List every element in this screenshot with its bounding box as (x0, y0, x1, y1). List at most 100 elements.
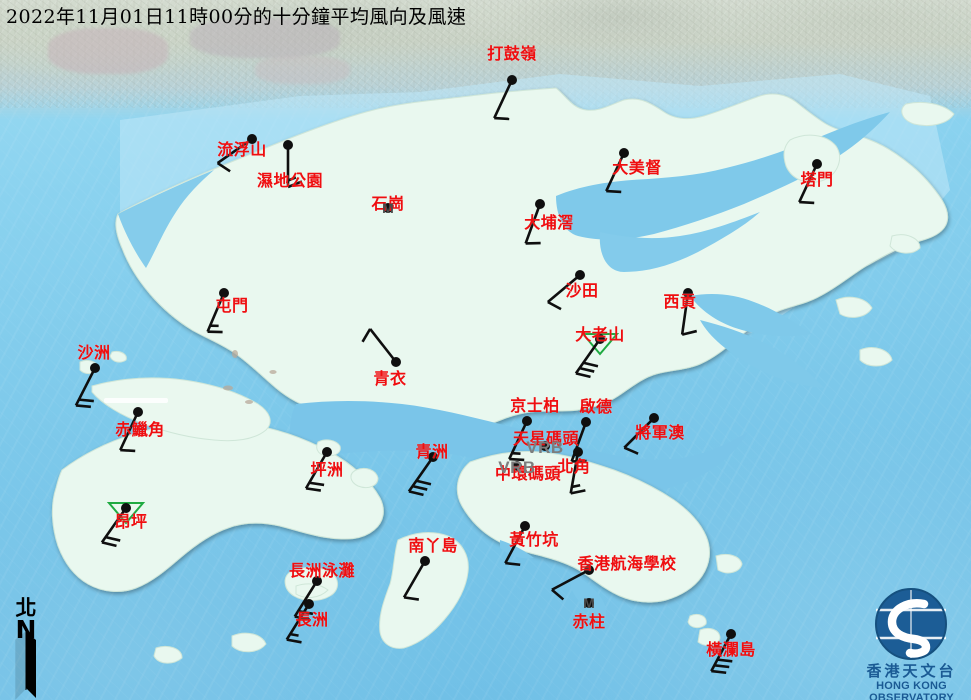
station-dot (219, 288, 229, 298)
hong-kong-island-landmass (456, 451, 710, 603)
missing-data-flag: M (583, 595, 595, 611)
compass-rose: 北 N (4, 592, 66, 700)
airport-runway (104, 398, 168, 403)
wind-station-天星碼頭 (540, 441, 550, 451)
deep-bay-water (118, 170, 214, 268)
station-dot (522, 416, 532, 426)
variable-wind-flag: VRB (498, 458, 536, 477)
barb-shaft (546, 274, 581, 303)
wind-station-赤柱 (584, 598, 594, 608)
station-dot (391, 357, 401, 367)
station-dot (535, 199, 545, 209)
barb-full (606, 189, 622, 194)
repulse-bay-inlet (570, 574, 607, 622)
barb-full (408, 490, 424, 497)
tolo-channel-water (599, 212, 760, 272)
urban-patch-b (190, 18, 340, 58)
station-dot (133, 407, 143, 417)
wind-station-石崗 (383, 203, 393, 213)
station-dot (512, 461, 522, 471)
wind-station-打鼓嶺 (493, 75, 517, 121)
wind-station-京士柏 (508, 416, 532, 462)
station-dot (573, 447, 583, 457)
station-dot (304, 599, 314, 609)
station-dot (581, 417, 591, 427)
barb-shaft (369, 328, 398, 363)
wind-station-大老山 (574, 333, 620, 379)
barb-full (714, 664, 730, 669)
barb-shaft (493, 79, 514, 119)
station-dot (595, 334, 605, 344)
wind-station-中環碼頭 (512, 461, 522, 471)
wind-station-青衣 (361, 328, 401, 367)
barb-half (511, 451, 521, 455)
barb-full (575, 372, 591, 379)
barb-full (681, 329, 698, 336)
barb-full (547, 300, 562, 311)
sea-rocks (223, 350, 277, 404)
station-dot (812, 159, 822, 169)
barb-shaft (402, 560, 427, 599)
barb-full (78, 398, 94, 403)
barb-full (361, 328, 372, 343)
barb-full (286, 638, 302, 644)
barb-full (105, 535, 121, 542)
wind-station-南丫島 (402, 556, 430, 601)
barb-shaft (504, 525, 527, 564)
barb-full (287, 180, 303, 189)
barb-full (623, 446, 639, 455)
barb-full (309, 481, 325, 487)
station-dot (726, 629, 736, 639)
station-dot (428, 452, 438, 462)
barb-full (579, 366, 595, 373)
barb-full (799, 200, 815, 205)
barb-shaft (100, 507, 128, 544)
wind-station-西貢 (680, 288, 698, 336)
station-dot (121, 503, 131, 513)
barb-shaft (605, 152, 626, 192)
wind-station-昂坪 (100, 502, 146, 548)
wind-station-橫瀾島 (710, 629, 736, 675)
barb-full (305, 487, 322, 492)
barb-full (416, 479, 432, 486)
station-dot (247, 134, 257, 144)
barb-shaft (574, 338, 602, 375)
wind-station-青洲 (407, 452, 438, 497)
aberdeen-inlet (500, 540, 534, 559)
hko-logo-english: HONG KONG OBSERVATORY (869, 680, 954, 700)
wind-station-濕地公園 (283, 140, 303, 189)
station-dot (584, 598, 594, 608)
station-dot (683, 288, 693, 298)
wind-station-塔門 (798, 159, 822, 205)
wind-station-坪洲 (304, 447, 332, 492)
barb-half (287, 176, 297, 182)
station-dot (383, 203, 393, 213)
barb-shaft (524, 203, 542, 244)
station-dot (283, 140, 293, 150)
wind-station-沙洲 (74, 363, 100, 409)
wind-station-大美督 (605, 148, 629, 194)
barb-full (101, 541, 117, 548)
wind-station-黃竹坑 (504, 521, 530, 567)
compass-label-chinese: 北 (15, 596, 37, 620)
wind-station-沙田 (546, 270, 585, 311)
barb-half (289, 632, 299, 637)
victoria-harbour-water (290, 401, 748, 493)
barb-full (717, 658, 733, 663)
barb-shaft (407, 456, 435, 493)
urban-patch-c (255, 56, 350, 84)
station-dot (575, 270, 585, 280)
sai-kung-inlet-water (690, 294, 812, 337)
barb-full (216, 162, 231, 173)
barb-full (297, 609, 314, 616)
barb-full (120, 448, 136, 453)
chek-lap-kok-airport (91, 377, 271, 442)
wind-station-長洲泳灘 (293, 576, 322, 621)
barb-full (403, 596, 420, 601)
barb-half (571, 483, 581, 489)
station-dot (540, 441, 550, 451)
wind-station-赤鱲角 (119, 407, 143, 453)
